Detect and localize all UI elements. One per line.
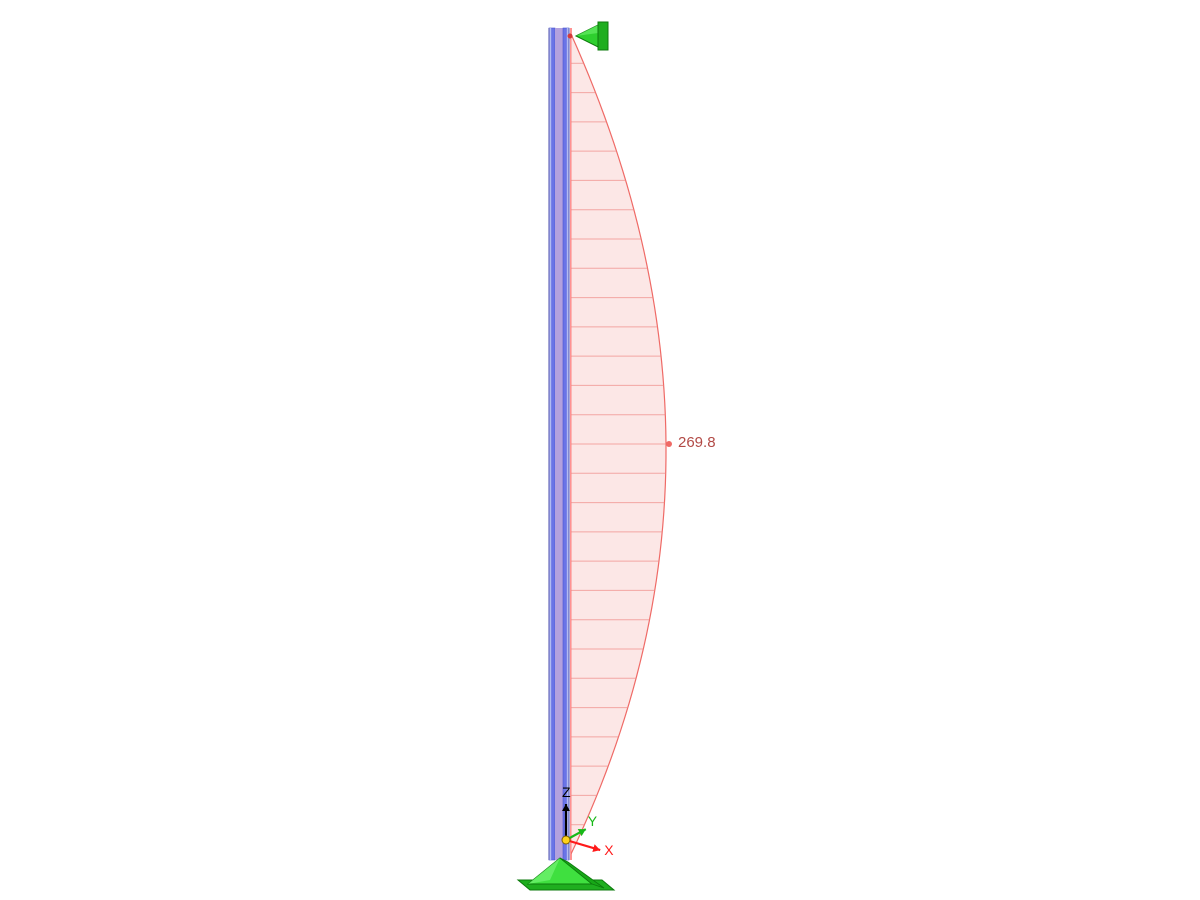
axis-origin-dot (562, 836, 570, 844)
support-bottom (518, 858, 614, 890)
column-member[interactable] (549, 28, 571, 860)
column-web (555, 28, 563, 860)
scene-svg[interactable] (0, 0, 1200, 900)
moment-max-marker (666, 441, 672, 447)
moment-diagram[interactable] (571, 34, 672, 854)
viewport-3d[interactable]: 269.8 X Y Z (0, 0, 1200, 900)
